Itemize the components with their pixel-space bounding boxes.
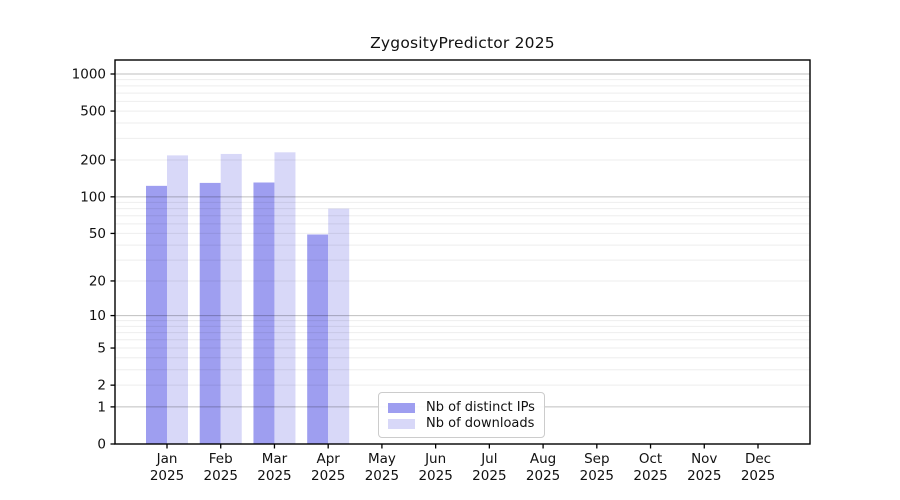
x-tick-label-month: May — [368, 451, 396, 467]
legend-swatch-distinct-ips — [388, 402, 415, 413]
bar-nb-of-downloads-mar — [274, 152, 296, 444]
y-tick-label: 20 — [89, 273, 106, 289]
bar-nb-of-downloads-apr — [328, 208, 350, 444]
x-tick-label-month: Sep — [584, 451, 609, 467]
x-tick-label-month: Aug — [530, 451, 556, 467]
x-tick-label-month: Apr — [317, 451, 341, 467]
legend-swatch-downloads — [388, 418, 415, 429]
x-tick-label-month: Jul — [480, 451, 497, 467]
y-tick-label: 50 — [89, 226, 106, 242]
y-tick-label: 5 — [97, 341, 106, 357]
bar-nb-of-distinct-ips-feb — [199, 182, 221, 444]
bar-nb-of-distinct-ips-apr — [307, 234, 329, 444]
x-tick-label-year: 2025 — [365, 468, 399, 484]
x-tick-label-year: 2025 — [472, 468, 506, 484]
x-tick-label-year: 2025 — [633, 468, 667, 484]
bar-nb-of-downloads-feb — [220, 153, 242, 444]
bar-nb-of-distinct-ips-jan — [146, 185, 167, 444]
x-tick-label-year: 2025 — [580, 468, 614, 484]
chart-legend: Nb of distinct IPs Nb of downloads — [378, 392, 545, 438]
bar-nb-of-downloads-jan — [167, 155, 188, 444]
x-tick-label-month: Oct — [639, 451, 662, 467]
x-tick-label-year: 2025 — [687, 468, 721, 484]
y-tick-label: 100 — [80, 189, 106, 205]
bar-nb-of-distinct-ips-mar — [253, 182, 275, 445]
x-tick-label-month: Jan — [156, 451, 178, 467]
legend-label-downloads: Nb of downloads — [426, 416, 535, 431]
x-tick-label-month: Mar — [262, 451, 288, 467]
y-tick-label: 10 — [89, 308, 106, 324]
y-tick-label: 0 — [97, 437, 106, 453]
x-tick-label-month: Feb — [209, 451, 233, 467]
x-tick-label-month: Nov — [691, 451, 717, 467]
y-tick-label: 500 — [80, 104, 106, 120]
x-tick-label-year: 2025 — [418, 468, 452, 484]
x-tick-label-year: 2025 — [204, 468, 238, 484]
legend-label-distinct-ips: Nb of distinct IPs — [426, 400, 535, 415]
legend-item-distinct-ips: Nb of distinct IPs — [388, 400, 535, 415]
y-tick-label: 1 — [97, 399, 106, 415]
plot-frame — [114, 59, 811, 445]
y-tick-label: 2 — [97, 378, 106, 394]
x-tick-label-month: Jun — [424, 451, 446, 467]
x-tick-label-month: Dec — [745, 451, 771, 467]
y-tick-label: 200 — [80, 152, 106, 168]
x-tick-label-year: 2025 — [311, 468, 345, 484]
x-tick-label-year: 2025 — [741, 468, 775, 484]
x-tick-label-year: 2025 — [150, 468, 184, 484]
y-tick-label: 1000 — [72, 67, 106, 83]
x-tick-label-year: 2025 — [526, 468, 560, 484]
x-tick-label-year: 2025 — [257, 468, 291, 484]
chart-title: ZygosityPredictor 2025 — [370, 34, 555, 52]
legend-item-downloads: Nb of downloads — [388, 416, 535, 431]
